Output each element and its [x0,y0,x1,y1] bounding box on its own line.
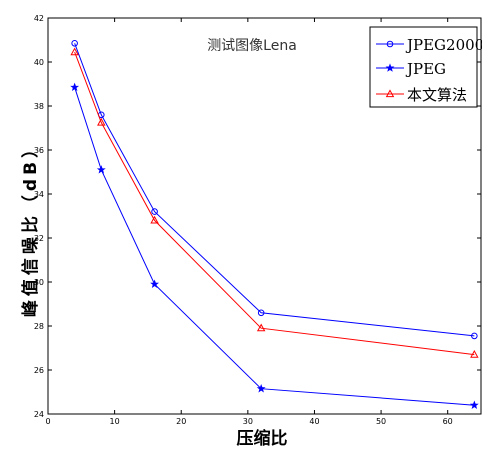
data-point-triangle [256,323,266,332]
x-tick-label: 0 [45,417,50,426]
legend-label: JPEG2000 [405,36,482,54]
y-tick-label: 36 [34,146,44,155]
series-circle [71,40,478,340]
data-point-star [385,63,395,72]
y-axis-ticks: 24 26 28 30 32 34 36 38 40 42 [34,14,481,419]
data-point-star [150,279,160,288]
x-tick-label: 40 [309,417,319,426]
y-tick-label: 28 [34,322,44,331]
data-point-circle [71,40,78,47]
series-layer [70,40,479,409]
y-tick-label: 34 [34,190,44,199]
data-point-star [70,82,80,92]
data-point-triangle [70,47,79,56]
data-point-star [256,384,266,393]
y-tick-label: 26 [34,366,44,375]
annotation-text: 测试图像Lena [207,38,297,54]
data-point-circle [386,40,394,48]
y-tick-label: 42 [34,14,44,23]
x-tick-label: 60 [443,417,453,426]
series-triangle [70,47,479,358]
data-point-triangle [150,215,159,224]
data-point-circle [257,309,265,317]
x-tick-label: 30 [243,417,253,426]
data-point-circle [471,332,478,340]
legend: JPEG2000 JPEG 本文算法 [369,26,482,108]
data-point-triangle [385,89,395,98]
data-point-star [469,400,479,409]
series-star [70,82,479,409]
x-axis-ticks: 0 10 20 30 40 50 60 [45,18,453,426]
y-axis-label: 峰值信噪比（dB） [20,137,41,317]
series-line [74,51,475,356]
plot-border [47,17,482,415]
y-tick-label: 38 [34,102,44,111]
x-axis-label: 压缩比 [237,428,288,449]
data-point-triangle [470,349,479,358]
series-line [74,43,475,337]
x-tick-label: 10 [110,417,120,426]
y-tick-label: 40 [34,58,44,67]
data-point-triangle [97,117,106,126]
x-tick-label: 20 [176,417,186,426]
x-tick-label: 50 [376,417,386,426]
plot-frame [47,17,482,415]
y-tick-label: 24 [34,410,44,419]
y-tick-label: 32 [34,234,44,243]
series-line [74,87,475,406]
data-point-star [96,165,106,174]
legend-label: JPEG [405,60,446,78]
data-point-circle [151,208,158,215]
legend-label: 本文算法 [407,86,467,104]
y-tick-label: 30 [34,278,44,287]
